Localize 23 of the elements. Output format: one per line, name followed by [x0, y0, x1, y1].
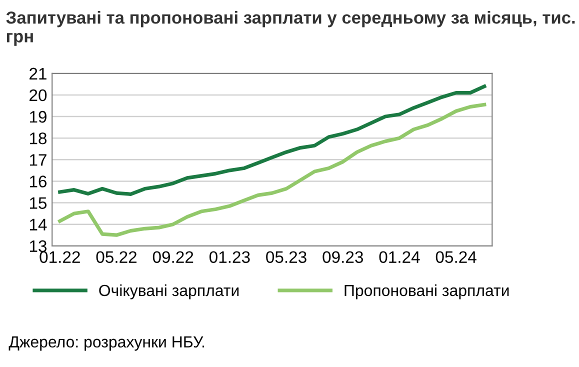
x-tick-label: 01.24	[379, 251, 420, 263]
x-tick-label: 05.23	[266, 251, 306, 263]
x-tick-label: 05.24	[436, 251, 476, 263]
x-tick-label: 01.22	[40, 251, 80, 263]
y-tick-label: 14	[30, 218, 47, 230]
y-tick-label: 21	[30, 68, 46, 80]
x-tick-label: 09.23	[322, 251, 363, 263]
y-tick-label: 13	[30, 240, 47, 252]
x-tick-label: 01.23	[209, 251, 250, 263]
y-tick-label: 17	[30, 154, 46, 166]
y-tick-label: 20	[30, 89, 47, 102]
legend-label: Очікувані зарплати	[99, 284, 239, 300]
line-series	[58, 102, 486, 237]
y-tick-label: 19	[30, 110, 46, 123]
chart-title: Запитувані та пропоновані зарплати у середньому за місяць, тис. грн	[6, 11, 575, 46]
y-tick-label: 15	[30, 197, 47, 209]
legend-label: Пропоновані зарплати	[344, 284, 509, 300]
y-tick-label: 18	[30, 132, 47, 144]
text: Джерело: розрахунки НБУ.	[8, 336, 204, 351]
y-tick-label: 16	[30, 176, 47, 188]
x-tick-label: 09.22	[152, 251, 194, 263]
line-series	[58, 84, 486, 196]
x-tick-label: 05.22	[96, 251, 137, 263]
